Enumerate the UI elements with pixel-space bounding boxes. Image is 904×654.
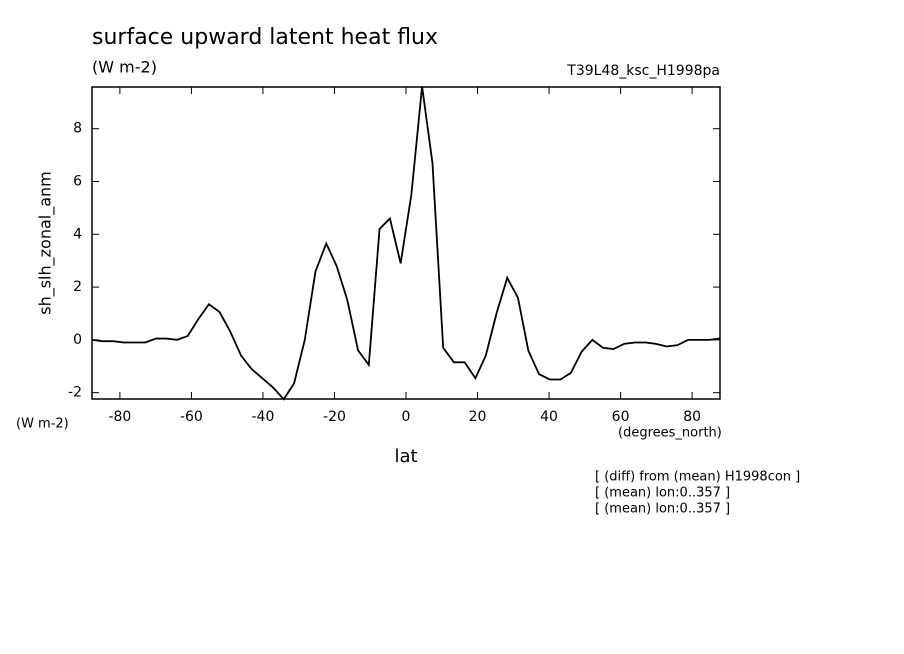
x-axis-label: lat xyxy=(394,446,417,467)
x-units: (degrees_north) xyxy=(618,426,722,441)
y-tick-label: -2 xyxy=(68,385,82,401)
y-axis-label: sh_slh_zonal_anm xyxy=(36,171,56,315)
data-line xyxy=(91,86,721,401)
y-tick-label: 0 xyxy=(73,332,82,348)
y-tick-label: 8 xyxy=(73,121,82,137)
note: [ (mean) lon:0..357 ] xyxy=(595,502,730,517)
y-tick-label: 4 xyxy=(73,226,82,242)
x-tick-label: -20 xyxy=(323,409,346,425)
chart-title: surface upward latent heat flux xyxy=(92,25,438,50)
note: [ (mean) lon:0..357 ] xyxy=(595,486,730,501)
note: [ (diff) from (mean) H1998con ] xyxy=(595,470,800,485)
x-tick-label: 60 xyxy=(612,409,630,425)
subtitle: (W m-2) xyxy=(92,58,157,77)
y-tick-label: 2 xyxy=(73,279,82,295)
y-tick-label: 6 xyxy=(73,173,82,189)
y-units: (W m-2) xyxy=(16,417,69,432)
plot-frame xyxy=(91,86,721,400)
x-tick-label: -40 xyxy=(252,409,275,425)
x-tick-label: -80 xyxy=(108,409,131,425)
run-label: T39L48_ksc_H1998pa xyxy=(566,63,720,79)
x-tick-label: 80 xyxy=(683,409,701,425)
x-tick-label: 0 xyxy=(402,409,411,425)
x-tick-label: 40 xyxy=(540,409,558,425)
x-tick-label: -60 xyxy=(180,409,203,425)
x-tick-label: 20 xyxy=(469,409,487,425)
